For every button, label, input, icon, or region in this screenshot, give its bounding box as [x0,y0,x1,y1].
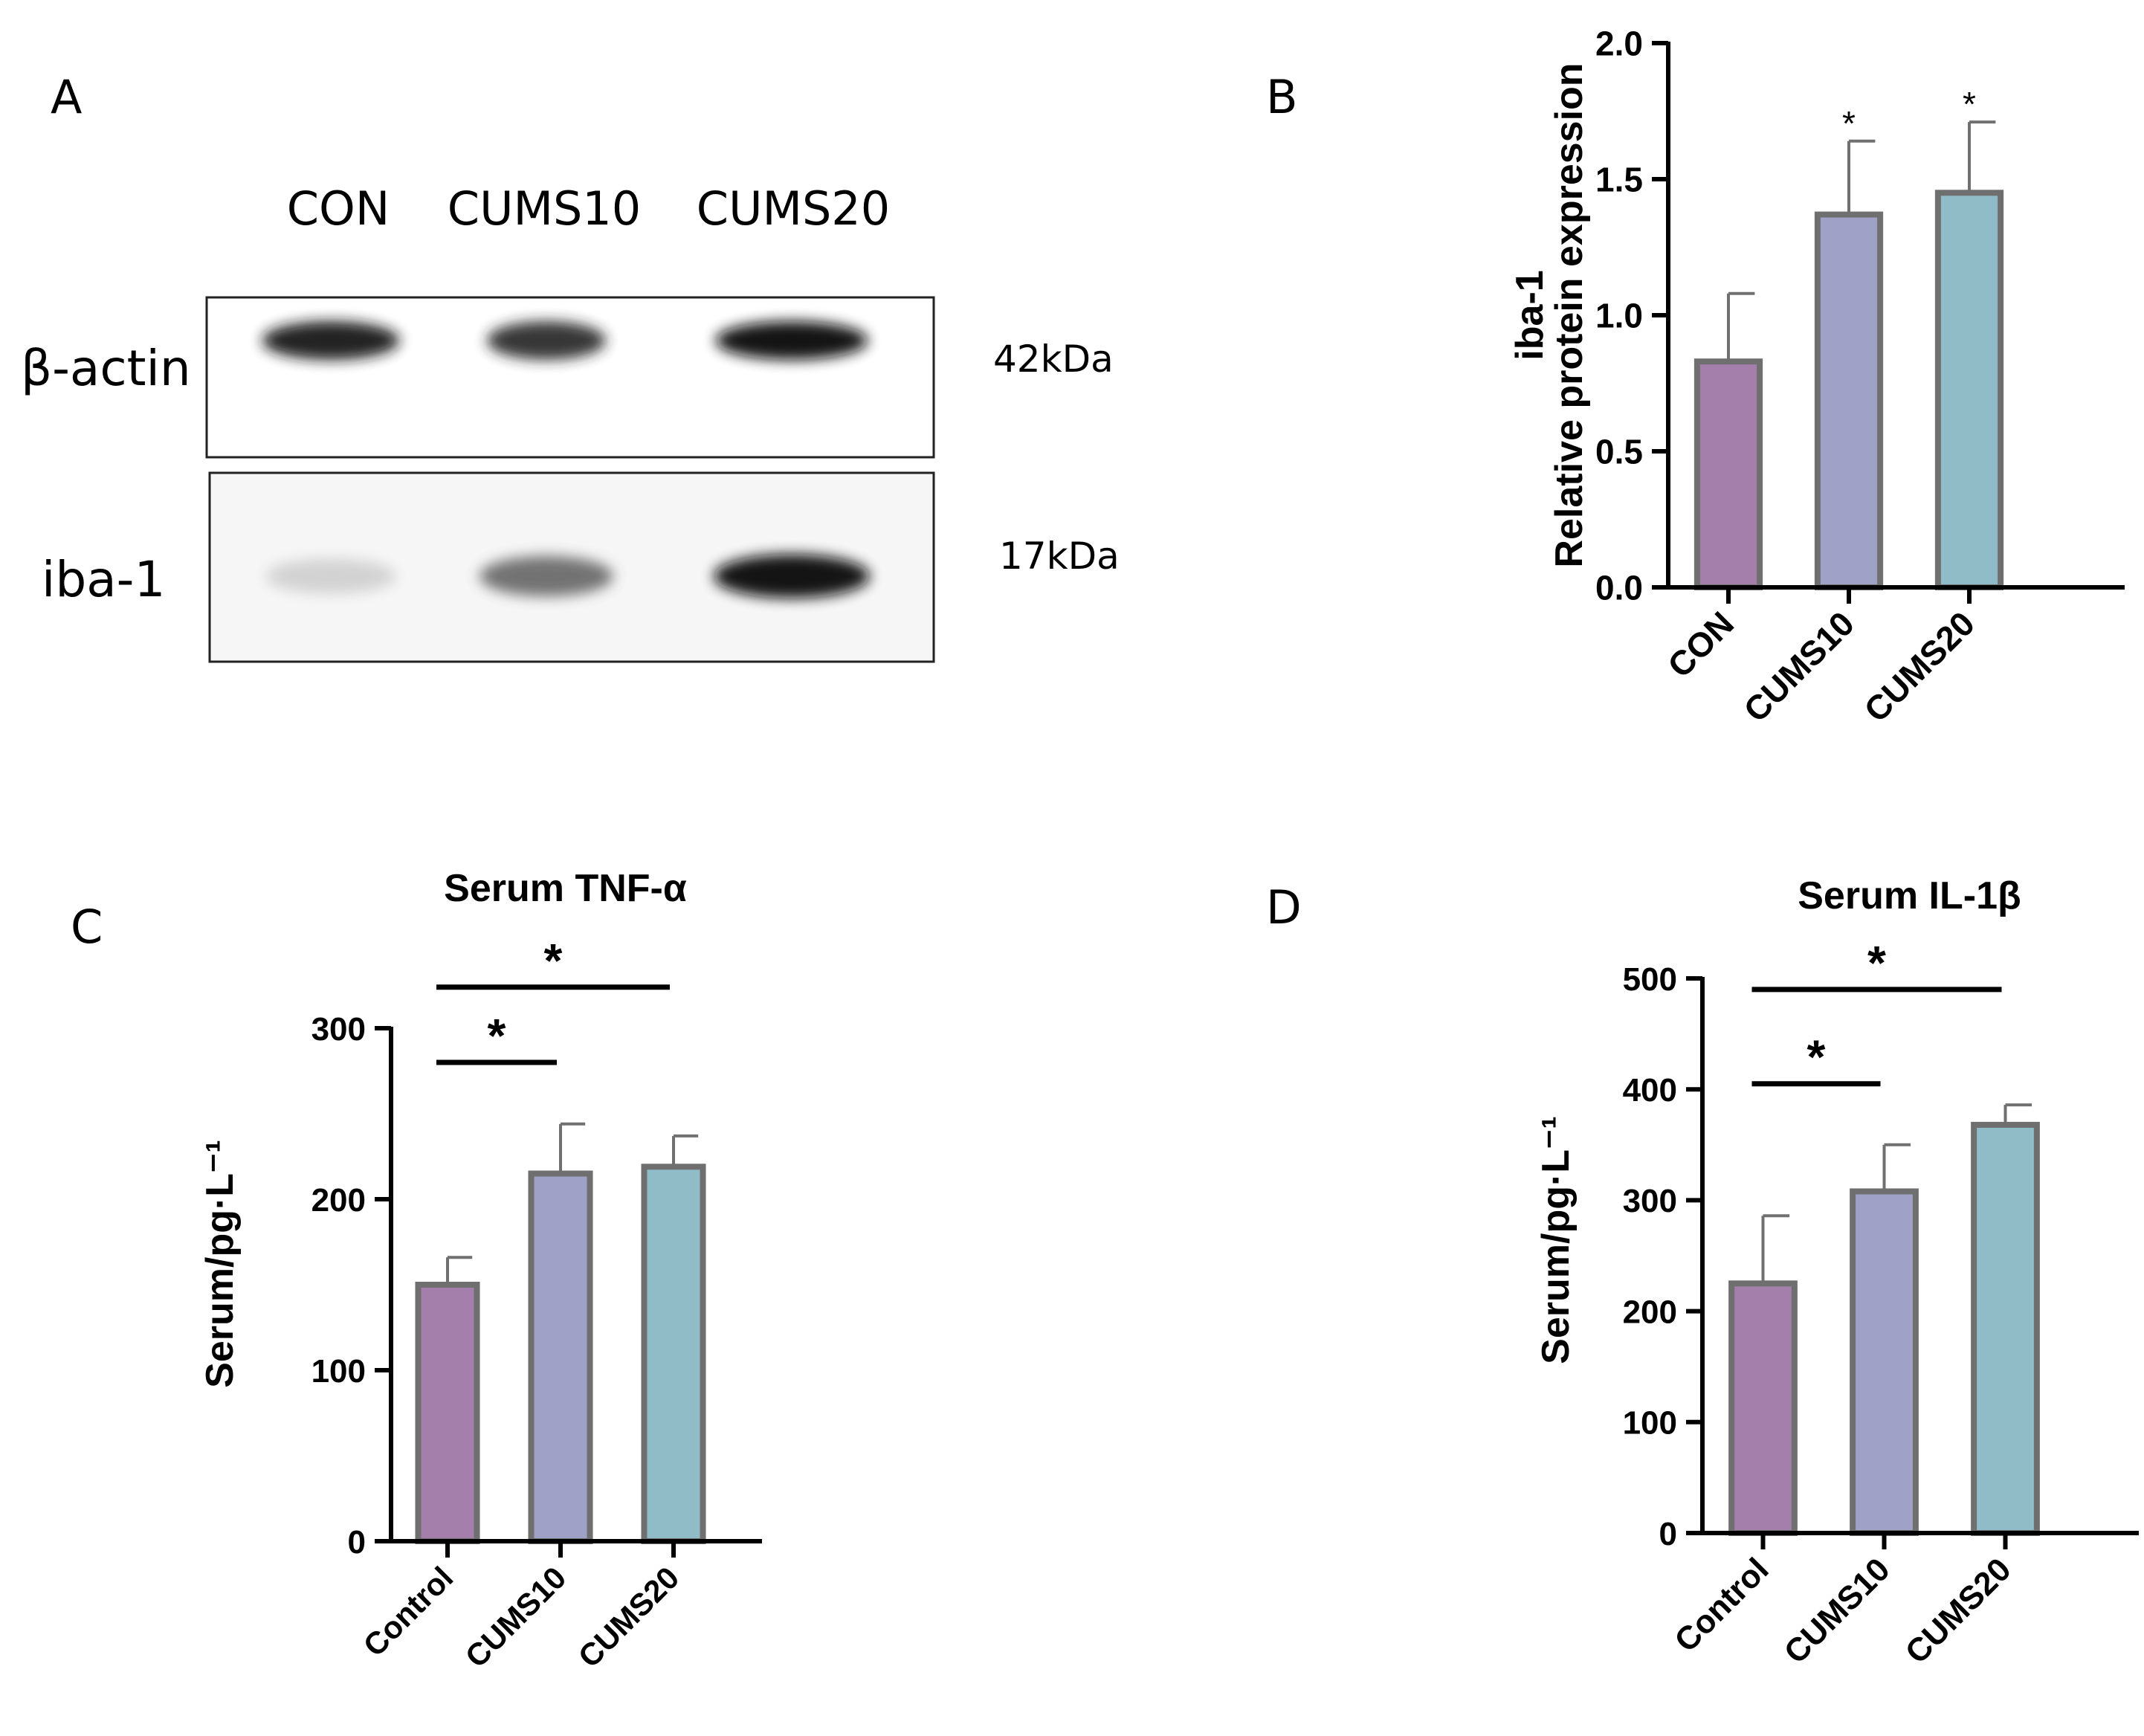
chart-d-bracket-label-2: * [1867,936,1886,990]
chart-c-y-tick-label-1: 100 [311,1353,366,1390]
chart-b-bar-3 [1934,190,2004,590]
chart-b-category-label-1: CON [1660,604,1741,685]
chart-b-category-label-2: CUMS10 [1736,604,1862,729]
lane-label-con: CON [287,181,390,236]
chart-d-y-tick-label-4: 400 [1623,1072,1677,1109]
blot-band-beta-actin-lane-2 [487,321,606,360]
blot-band-beta-actin-lane-3 [715,321,868,360]
chart-b-y-tick-label-0: 0.0 [1595,569,1643,607]
chart-d-y-axis-label-1: Serum/pg·L⁻¹ [1534,1116,1578,1364]
chart-b-y-tick-label-1: 0.5 [1595,433,1643,471]
chart-d-bracket-label-1: * [1807,1030,1826,1084]
chart-c-bracket-label-2: * [544,934,563,987]
chart-serum-il1b: Serum IL-1β 0 100 200 300 400 500 Control CUMS10… [1534,874,2139,1671]
chart-d-y-tick-label-2: 200 [1623,1294,1677,1330]
chart-b-y-tick-label-3: 1.5 [1595,161,1643,199]
chart-b-y-axis-label-1: iba-1 [1508,270,1552,360]
chart-d-category-label-1: Control [1667,1551,1775,1659]
chart-c-bracket-label-1: * [488,1009,506,1062]
chart-d-y-tick-label-3: 300 [1623,1183,1677,1219]
blot-band-iba1-lane-3 [714,554,870,598]
chart-d-y-tick-label-1: 100 [1623,1405,1677,1442]
chart-c-y-tick-label-3: 300 [311,1011,366,1048]
chart-b-bar-2 [1814,211,1884,590]
chart-b-y-tick-label-2: 1.0 [1595,297,1643,335]
chart-d-bar-1 [1728,1280,1798,1537]
blot-band-iba1-lane-2 [480,555,613,597]
chart-c-y-tick-label-0: 0 [348,1524,366,1561]
blot-band-iba1-lane-1 [265,558,396,594]
chart-serum-tnf-alpha: Serum TNF-α 0 100 200 300 ControlCUMS10CUMS20… [198,867,762,1674]
panel-letter-c: C [71,900,103,954]
blot-size-42kda: 42kDa [993,338,1114,381]
chart-b-y-tick-label-4: 2.0 [1595,25,1643,63]
chart-b-bar-1 [1693,358,1763,590]
chart-c-y-tick-label-2: 200 [311,1182,366,1219]
lane-label-cums10: CUMS10 [448,181,641,236]
blot-row-label-beta-actin: β-actin [21,340,191,397]
chart-d-bar-2 [1850,1188,1919,1536]
chart-c-category-label-3: CUMS20 [572,1560,686,1674]
panel-letter-b: B [1266,70,1298,124]
chart-c-category-label-2: CUMS10 [459,1560,573,1674]
chart-d-title: Serum IL-1β [1798,874,2021,917]
chart-c-bar-1 [415,1282,480,1544]
western-blot-panel: CON CUMS10 CUMS20 β-actin iba-1 42kDa 17… [21,181,1120,663]
chart-d-bar-3 [1971,1121,2040,1536]
blot-frame-beta-actin [205,296,935,459]
chart-b-y-axis-label-2: Relative protein expression [1548,62,1591,567]
blot-row-label-iba1: iba-1 [42,551,165,608]
chart-b-category-label-3: CUMS20 [1856,604,1982,729]
chart-b-significance-2: * [1842,104,1856,143]
chart-d-category-label-2: CUMS10 [1777,1551,1897,1671]
panel-letter-a: A [51,70,82,124]
panel-letter-d: D [1266,880,1302,935]
chart-c-category-label-1: Control [357,1560,460,1663]
chart-d-y-tick-label-0: 0 [1659,1516,1677,1552]
chart-d-category-label-3: CUMS20 [1899,1551,2018,1671]
blot-size-17kda: 17kDa [999,535,1120,578]
chart-d-y-tick-label-5: 500 [1623,961,1677,998]
chart-c-title: Serum TNF-α [444,867,687,910]
chart-c-bar-2 [528,1170,593,1544]
blot-bands [262,321,870,598]
chart-c-bar-3 [641,1164,706,1545]
lane-label-cums20: CUMS20 [697,181,890,236]
chart-c-y-axis-label-1: Serum/pg·L⁻¹ [198,1140,242,1388]
blot-band-beta-actin-lane-1 [262,321,400,360]
chart-b-significance-3: * [1963,85,1976,123]
